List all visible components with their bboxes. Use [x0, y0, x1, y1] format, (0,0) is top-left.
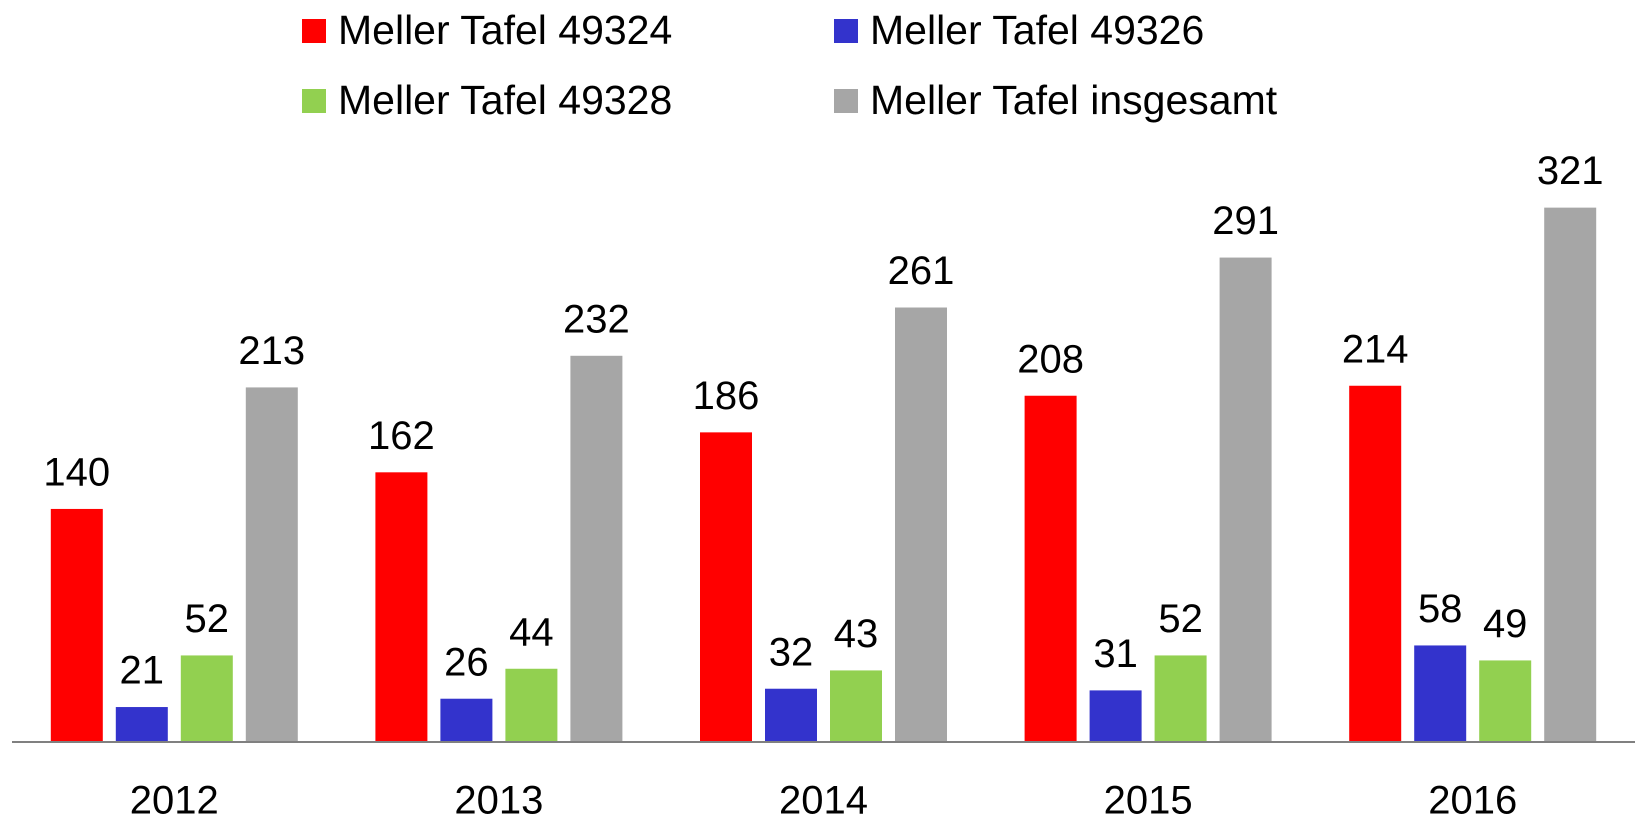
- data-label: 26: [444, 640, 489, 684]
- data-label: 162: [368, 414, 435, 458]
- legend-label: Meller Tafel 49326: [870, 7, 1204, 53]
- legend-swatch: [834, 89, 858, 113]
- bar: [440, 698, 493, 742]
- bar: [1544, 207, 1597, 743]
- data-label: 186: [693, 374, 760, 418]
- data-label: 43: [834, 612, 879, 656]
- legend-swatch: [834, 19, 858, 43]
- bar: [570, 355, 623, 742]
- data-label: 232: [563, 297, 630, 341]
- data-label: 214: [1342, 327, 1409, 371]
- data-label: 52: [185, 597, 230, 641]
- data-label: 21: [120, 649, 165, 693]
- legend-swatch: [302, 19, 326, 43]
- bar: [245, 387, 298, 742]
- legend-label: Meller Tafel 49328: [338, 77, 672, 123]
- bar: [115, 707, 168, 742]
- bar: [1219, 257, 1272, 742]
- bar: [50, 508, 103, 742]
- bar: [180, 655, 233, 742]
- x-tick-label: 2012: [130, 779, 219, 822]
- x-tick-label: 2015: [1104, 779, 1193, 822]
- bar: [1089, 690, 1142, 742]
- legend-label: Meller Tafel insgesamt: [870, 77, 1278, 123]
- bar: [505, 668, 558, 742]
- bar: [1154, 655, 1207, 742]
- bar: [375, 472, 428, 742]
- data-label: 321: [1537, 149, 1604, 193]
- bar: [1414, 645, 1467, 742]
- bar: [700, 432, 752, 742]
- bar: [1479, 660, 1532, 742]
- x-tick-label: 2016: [1428, 779, 1517, 822]
- data-label: 52: [1158, 597, 1203, 641]
- legend-swatch: [302, 89, 326, 113]
- legend-label: Meller Tafel 49324: [338, 7, 672, 53]
- data-label: 44: [509, 610, 554, 654]
- data-label: 58: [1418, 587, 1463, 631]
- bar: [895, 307, 947, 742]
- data-label: 213: [238, 329, 305, 373]
- data-label: 49: [1483, 602, 1528, 646]
- bar: [765, 688, 817, 742]
- bar: [830, 670, 882, 742]
- x-tick-label: 2013: [454, 779, 543, 822]
- data-label: 32: [769, 630, 814, 674]
- data-label: 291: [1212, 199, 1279, 243]
- data-label: 261: [888, 249, 955, 293]
- x-tick-label: 2014: [779, 779, 868, 822]
- bar: [1024, 395, 1077, 742]
- data-label: 208: [1017, 337, 1084, 381]
- bar: [1349, 385, 1402, 742]
- data-label: 31: [1093, 632, 1138, 676]
- data-label: 140: [43, 451, 110, 495]
